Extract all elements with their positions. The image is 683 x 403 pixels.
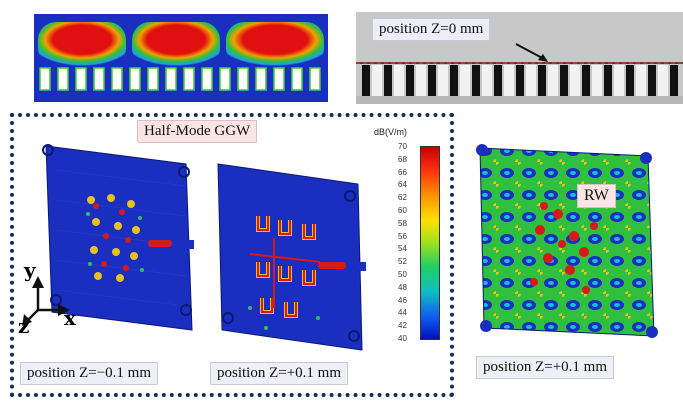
axis-x-label: x (64, 306, 76, 330)
colorbar-tick-label: 52 (398, 257, 407, 267)
colorbar-tick-label: 58 (398, 218, 407, 228)
colorbar-tick-label: 44 (398, 308, 407, 318)
panel-title: Half-Mode GGW (137, 120, 258, 143)
rw-field-plate (474, 140, 664, 348)
left-position-label: position Z=−0.1 mm (20, 362, 159, 385)
colorbar-tick-label: 40 (398, 334, 407, 343)
colorbar-ticks: 70 68 66 64 62 60 58 56 54 52 50 48 46 44 42 40 (398, 143, 420, 343)
top-left-field-plot (34, 0, 328, 102)
colorbar-tick-label: 64 (398, 180, 407, 190)
axis-y-label: y (24, 258, 36, 282)
colorbar (420, 146, 440, 340)
rw-tag: RW (577, 184, 616, 208)
colorbar-tick-label: 54 (398, 244, 407, 254)
colorbar-tick-label: 70 (398, 142, 407, 151)
colorbar-tick-label: 56 (398, 231, 407, 241)
top-right-geometry: position Z=0 mm (356, 12, 683, 104)
colorbar-tick-label: 46 (398, 295, 407, 305)
colorbar-tick-label: 48 (398, 282, 407, 292)
colorbar-tick-label: 42 (398, 321, 407, 331)
colorbar-tick-label: 50 (398, 270, 407, 279)
right-position-label: position Z=+0.1 mm (210, 362, 349, 385)
half-mode-ggw-panel (10, 113, 454, 397)
right-field-plate (210, 158, 375, 356)
coordinate-axes: y x z (18, 258, 88, 338)
colorbar-tick-label: 68 (398, 154, 407, 164)
left-field-plate (36, 140, 204, 336)
axis-z-label: z (18, 314, 30, 338)
colorbar-tick-label: 62 (398, 193, 407, 203)
position-label-z0: position Z=0 mm (372, 18, 491, 41)
colorbar-tick-label: 66 (398, 167, 407, 177)
rw-position-label: position Z=+0.1 mm (476, 356, 615, 379)
colorbar-unit: dB(V/m) (374, 127, 408, 137)
colorbar-tick-label: 60 (398, 206, 407, 215)
